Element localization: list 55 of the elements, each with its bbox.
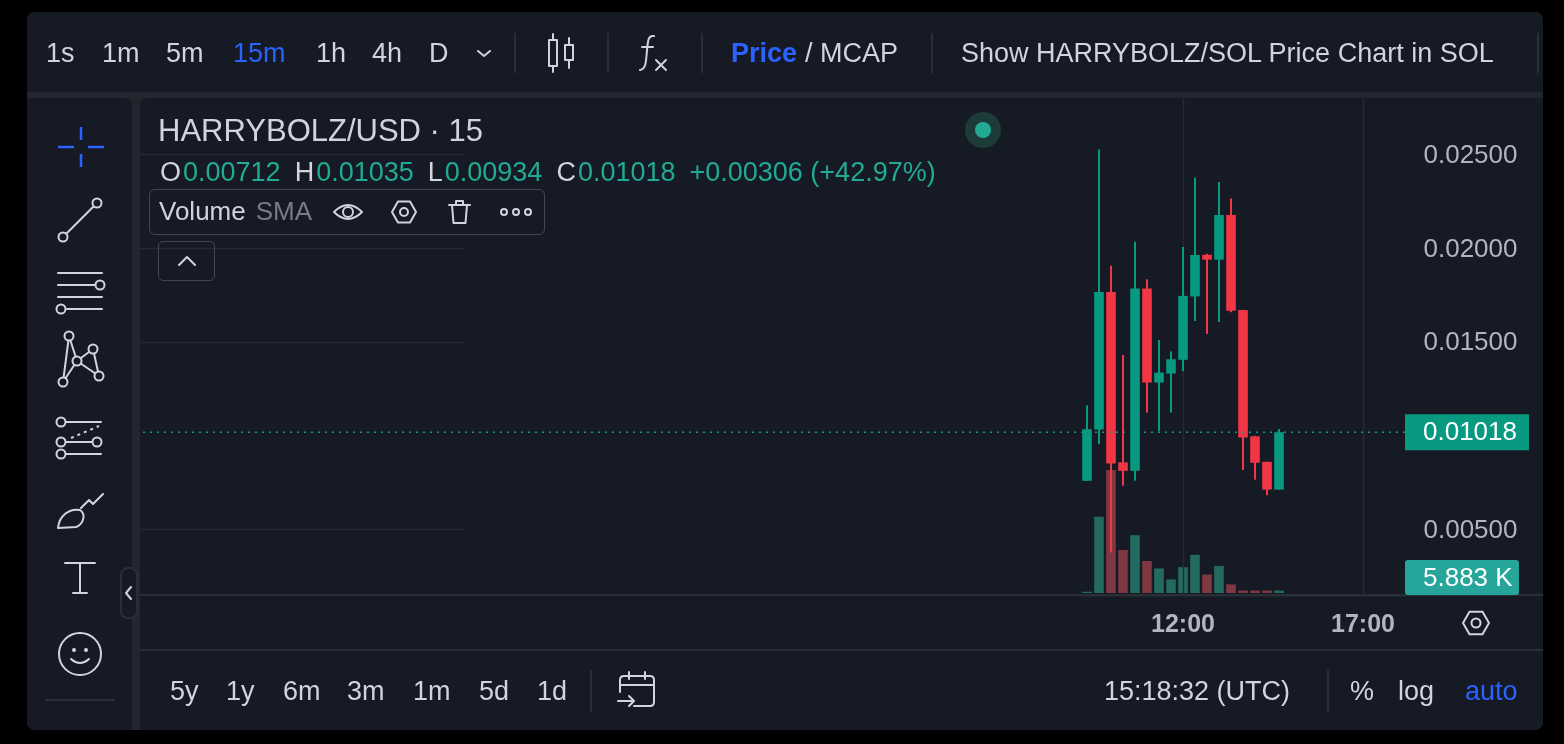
bar [1166,579,1176,593]
ref-line-label: 0.01018 [1423,416,1517,447]
text: Price [731,37,798,68]
text: 1h [316,36,347,70]
text: D [429,36,449,70]
text: 1m [102,36,140,70]
y-tick-label: 0.00500 [1423,513,1518,544]
text: / MCAP [805,37,899,68]
text: 5.883 K [1405,560,1519,595]
y-tick-label: 0.02500 [1423,138,1518,169]
text: 6m [283,674,321,708]
text: 1s [46,36,75,70]
text: 0.01018 [577,156,676,187]
bar [1202,574,1212,593]
bar [1214,565,1224,593]
bar [1178,567,1188,593]
candlestick [1202,252,1212,336]
bar [1142,561,1152,593]
bar [1118,549,1128,593]
text: 15m [233,36,286,70]
text: 1m [413,674,451,708]
bar [1154,568,1164,593]
candlestick [1166,350,1176,414]
text: 0.00712 [183,156,281,187]
text: H [294,156,315,187]
text: 3m [347,674,385,708]
text: 0.00934 [444,156,543,187]
x-tick-label: 12:00 [1151,608,1215,637]
text: log [1398,674,1435,708]
text: Volume [159,196,246,227]
bar [1130,535,1140,593]
text: L [427,156,443,187]
text: % [1350,674,1375,708]
bar [1190,554,1200,593]
text: 5m [166,36,204,70]
text: 1d [537,674,568,708]
text: +0.00306 (+42.97%) [689,156,936,187]
text: 4h [372,36,403,70]
text: 5y [170,674,199,708]
bar [1094,516,1104,593]
y-tick-label: 0.02000 [1423,232,1518,263]
text: SMA [255,196,313,227]
text: 1y [226,674,255,708]
text: auto [1465,674,1518,708]
text: 0.01035 [316,156,414,187]
x-tick-label: 17:00 [1331,608,1395,637]
text: HARRYBOLZ/USD · 15 [158,112,484,150]
text: C [556,156,576,187]
bar [1226,584,1236,593]
y-tick-label: 0.01500 [1423,326,1518,357]
text: Show HARRYBOLZ/SOL Price Chart in SOL [961,36,1494,70]
text: 15:18:32 (UTC) [1104,674,1291,708]
text: O [160,156,182,187]
candlestick [1118,353,1128,487]
text: 5d [479,674,510,708]
